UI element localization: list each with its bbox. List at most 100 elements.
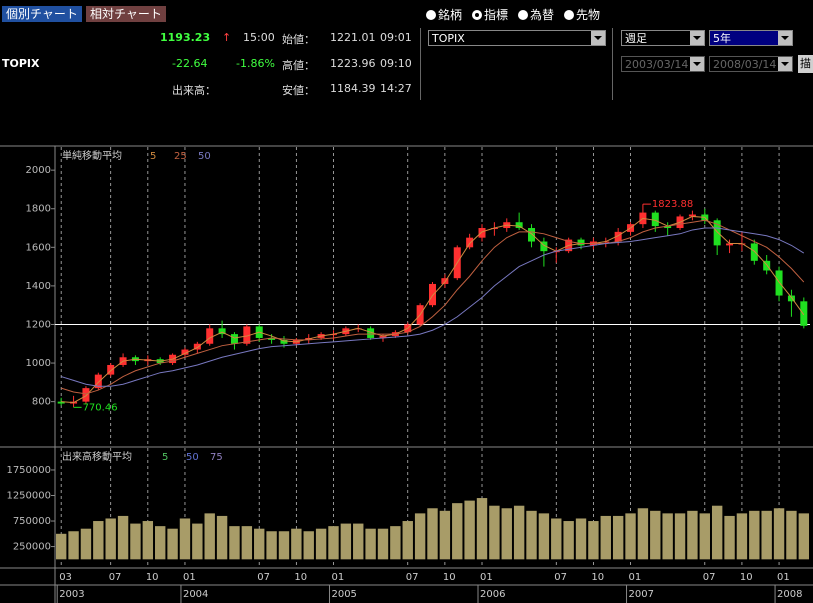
volume-bar <box>266 531 277 560</box>
volume-bar <box>241 526 253 560</box>
volume-bar <box>414 513 426 560</box>
candle-body <box>528 228 536 242</box>
dropdown[interactable] <box>690 31 704 45</box>
y-tick-label: 1600 <box>26 242 51 253</box>
dropdown[interactable] <box>591 31 605 45</box>
price: 1193.23 <box>160 31 211 44</box>
tab[interactable]: 個別チャート <box>2 6 82 22</box>
candle-body <box>57 401 65 404</box>
label: 出来高： <box>172 84 216 97</box>
volume-bar <box>600 515 611 560</box>
volume-bar <box>476 498 488 560</box>
change-pct: -1.86% <box>236 57 275 70</box>
ma-line <box>61 227 805 387</box>
annotation: 1823.88 <box>652 199 693 210</box>
radio-label: 先物 <box>576 8 601 22</box>
volume-bar <box>155 526 166 560</box>
span-select[interactable]: 5年 <box>709 30 793 46</box>
radio-label: 銘柄 <box>438 8 463 22</box>
volume-bar <box>390 526 401 560</box>
x-tick-label: 10 <box>591 572 604 583</box>
x-tick-label: 01 <box>480 572 493 583</box>
radio-dot[interactable] <box>518 10 528 20</box>
dropdown[interactable] <box>778 31 792 45</box>
legend-entry: 5 <box>150 151 156 162</box>
volume-bar <box>489 505 500 560</box>
candle-body <box>429 283 436 306</box>
volume-bar <box>563 521 574 560</box>
y-tick-label: 250000 <box>13 542 51 553</box>
divider <box>420 28 421 100</box>
from-date[interactable]: 2003/03/14 <box>621 56 705 72</box>
candle-body <box>243 326 251 344</box>
to-date[interactable]: 2008/03/14 <box>709 56 793 72</box>
volume-bar <box>513 505 525 560</box>
candle-body <box>478 228 486 238</box>
label: 高値： <box>282 59 315 72</box>
candle-body <box>750 243 758 261</box>
volume-bar <box>699 513 710 560</box>
select-text: 5年 <box>713 32 731 45</box>
volume-bar <box>464 500 475 560</box>
volume-bar <box>353 523 364 560</box>
tab[interactable]: 相対チャート <box>86 6 166 22</box>
candle-body <box>787 295 795 302</box>
candle-body <box>82 388 90 402</box>
x-tick-label: 10 <box>443 572 456 583</box>
time: 15:00 <box>243 31 275 44</box>
radio[interactable]: 指標 <box>472 6 508 23</box>
volume-bar <box>365 528 376 560</box>
index-select[interactable]: TOPIX <box>428 30 606 46</box>
candle-body <box>577 239 585 246</box>
volume-bar <box>204 513 215 560</box>
x-tick-label: 07 <box>554 572 567 583</box>
candle-body <box>664 226 672 229</box>
panel-title: 出来高移動平均 <box>62 450 132 463</box>
x-tick-label: 01 <box>629 572 642 583</box>
volume-bar <box>315 528 327 560</box>
volume-bar <box>340 523 352 560</box>
x-tick-label: 10 <box>740 572 753 583</box>
radio[interactable]: 先物 <box>564 6 600 23</box>
candle-body <box>466 237 474 248</box>
candle-body <box>540 241 548 252</box>
draw-button[interactable]: 描 <box>798 55 813 73</box>
y-tick-label: 1000 <box>26 358 51 369</box>
radio-dot[interactable] <box>564 10 574 20</box>
volume-bar <box>711 505 723 560</box>
period-select[interactable]: 週足 <box>621 30 705 46</box>
low: 1184.39 <box>330 82 376 95</box>
candle-body <box>379 336 387 338</box>
change: -22.64 <box>172 57 208 70</box>
radio-dot[interactable] <box>472 10 482 20</box>
label: 始値： <box>282 33 315 46</box>
candle-body <box>218 328 226 335</box>
ma-line <box>61 215 805 404</box>
volume-bar <box>142 521 154 560</box>
volume-bar <box>501 508 512 560</box>
y-tick-label: 800 <box>32 397 51 408</box>
time: 09:01 <box>380 31 412 44</box>
volume-bar <box>377 528 389 560</box>
volume-bar <box>130 523 141 560</box>
dropdown[interactable] <box>778 57 792 71</box>
volume-bar <box>588 521 599 560</box>
high: 1223.96 <box>330 57 376 70</box>
x-tick-label: 01 <box>183 572 196 583</box>
radio[interactable]: 為替 <box>518 6 554 23</box>
select-text: 2008/03/14 <box>713 58 777 71</box>
volume-bar <box>439 510 451 560</box>
candle-body <box>726 243 734 246</box>
x-tick-label: 10 <box>294 572 307 583</box>
radio-label: 為替 <box>530 8 555 22</box>
year-label: 2007 <box>629 589 654 600</box>
radio-dot[interactable] <box>426 10 436 20</box>
radio[interactable]: 銘柄 <box>426 6 462 23</box>
volume-bar <box>749 510 760 560</box>
volume-bar <box>687 510 698 560</box>
radio-label: 指標 <box>484 8 509 22</box>
volume-bar <box>650 510 661 560</box>
select-text: 2003/03/14 <box>625 58 689 71</box>
dropdown[interactable] <box>690 57 704 71</box>
